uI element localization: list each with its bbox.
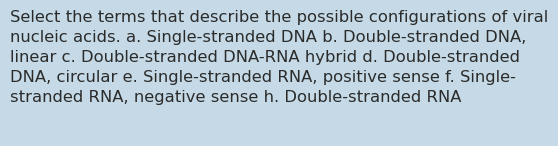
Text: Select the terms that describe the possible configurations of viral
nucleic acid: Select the terms that describe the possi… — [10, 10, 549, 105]
